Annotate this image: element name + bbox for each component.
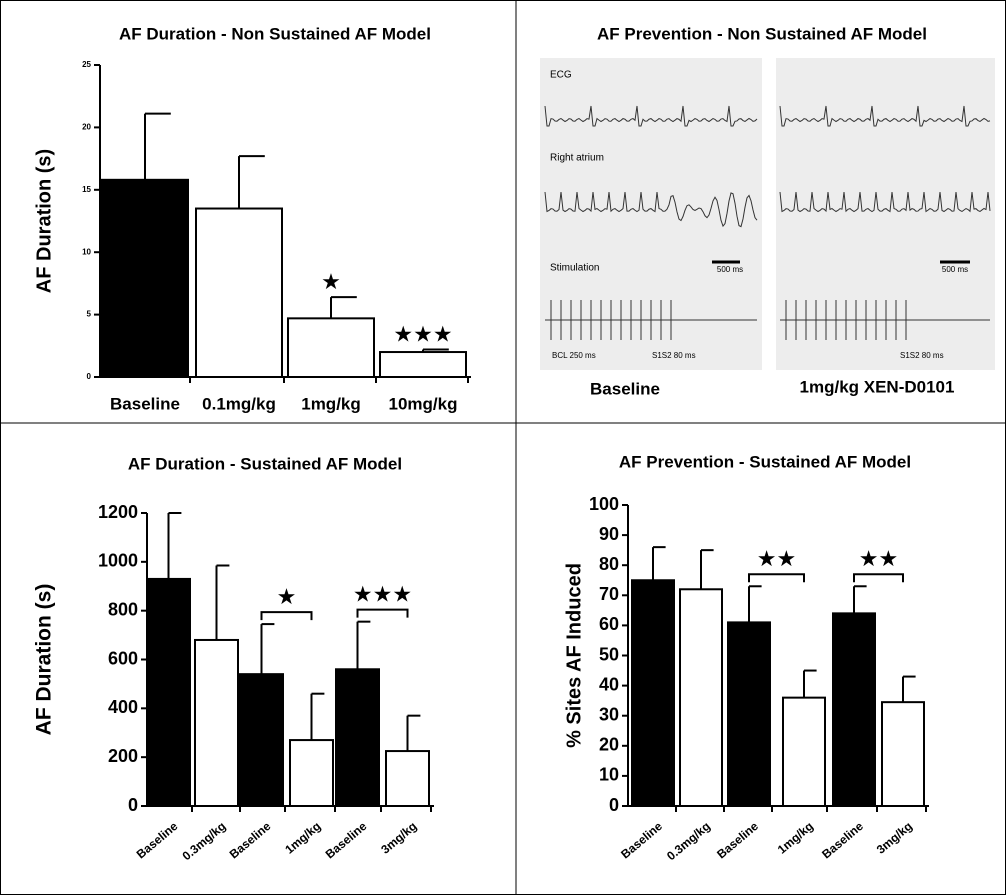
bar bbox=[195, 640, 238, 806]
bar bbox=[196, 209, 282, 377]
y-tick-label: 10 bbox=[599, 765, 619, 785]
y-tick-label: 25 bbox=[82, 60, 91, 69]
trace-label: Right atrium bbox=[550, 153, 604, 164]
significance-label: ★★★ bbox=[393, 321, 452, 346]
bar bbox=[240, 674, 283, 806]
x-tick-label: 1mg/kg bbox=[282, 819, 323, 857]
trace-label: S1S2 80 ms bbox=[900, 351, 944, 360]
y-tick-label: 1000 bbox=[98, 551, 138, 571]
significance-bracket bbox=[854, 574, 903, 582]
trace-label: Stimulation bbox=[550, 263, 599, 274]
x-tick-label: 0.1mg/kg bbox=[202, 394, 276, 413]
x-tick-label: Baseline bbox=[227, 819, 274, 862]
significance-bracket bbox=[749, 574, 804, 582]
figure: AF Prevention - Non Sustained AF Model E… bbox=[0, 0, 1006, 895]
bar bbox=[882, 702, 924, 806]
y-tick-label: 5 bbox=[87, 310, 92, 319]
x-tick-label: 0.3mg/kg bbox=[180, 819, 229, 863]
x-tick-label: 0.3mg/kg bbox=[664, 819, 713, 863]
bar bbox=[386, 751, 429, 806]
significance-label: ★★ bbox=[859, 546, 898, 571]
y-tick-label: 80 bbox=[599, 554, 619, 574]
y-tick-label: 200 bbox=[108, 746, 138, 766]
y-tick-label: 60 bbox=[599, 614, 619, 634]
x-tick-label: Baseline bbox=[134, 819, 181, 862]
bar bbox=[147, 579, 190, 806]
y-tick-label: 70 bbox=[599, 584, 619, 604]
y-tick-label: 40 bbox=[599, 674, 619, 694]
y-tick-label: 0 bbox=[87, 372, 92, 381]
y-tick-label: 20 bbox=[599, 735, 619, 755]
bar bbox=[632, 580, 674, 806]
chart-title: AF Duration - Sustained AF Model bbox=[128, 454, 402, 473]
bar bbox=[728, 622, 770, 806]
x-tick-label: Baseline bbox=[714, 819, 761, 862]
trace-label: BCL 250 ms bbox=[552, 351, 596, 360]
significance-label: ★ bbox=[277, 584, 297, 609]
x-tick-label: Baseline bbox=[618, 819, 665, 862]
x-tick-label: 1mg/kg bbox=[301, 394, 361, 413]
y-tick-label: 15 bbox=[82, 185, 91, 194]
chart-title: AF Prevention - Sustained AF Model bbox=[619, 452, 911, 471]
significance-label: ★ bbox=[321, 269, 341, 294]
trace-label: 500 ms bbox=[717, 265, 743, 274]
y-tick-label: 30 bbox=[599, 704, 619, 724]
bar bbox=[680, 589, 722, 806]
caption: Baseline bbox=[590, 379, 660, 398]
y-tick-label: 50 bbox=[599, 644, 619, 664]
x-tick-label: Baseline bbox=[110, 394, 180, 413]
significance-label: ★★★ bbox=[353, 581, 412, 606]
bar bbox=[290, 740, 333, 806]
y-tick-label: 100 bbox=[589, 494, 619, 514]
y-tick-label: 1200 bbox=[98, 502, 138, 522]
x-tick-label: 10mg/kg bbox=[389, 394, 458, 413]
trace-label: S1S2 80 ms bbox=[652, 351, 696, 360]
bar bbox=[380, 352, 466, 377]
bar bbox=[102, 180, 188, 377]
bar bbox=[288, 318, 374, 377]
bar bbox=[833, 613, 875, 806]
y-axis-label: AF Duration (s) bbox=[33, 584, 56, 736]
y-tick-label: 10 bbox=[82, 247, 91, 256]
y-tick-label: 0 bbox=[128, 795, 138, 815]
y-tick-label: 400 bbox=[108, 697, 138, 717]
trace-label: 500 ms bbox=[942, 265, 968, 274]
bar bbox=[783, 698, 825, 806]
x-tick-label: 3mg/kg bbox=[378, 819, 419, 857]
y-axis-label: % Sites AF Induced bbox=[563, 563, 585, 748]
y-tick-label: 90 bbox=[599, 524, 619, 544]
bar bbox=[336, 669, 379, 806]
y-tick-label: 0 bbox=[609, 795, 619, 815]
y-tick-label: 20 bbox=[82, 123, 91, 132]
y-axis-label: AF Duration (s) bbox=[33, 149, 55, 293]
x-tick-label: 3mg/kg bbox=[874, 819, 915, 857]
x-tick-label: Baseline bbox=[323, 819, 370, 862]
x-tick-label: 1mg/kg bbox=[775, 819, 816, 857]
caption: 1mg/kg XEN-D0101 bbox=[800, 377, 955, 396]
x-tick-label: Baseline bbox=[819, 819, 866, 862]
trace-label: ECG bbox=[550, 70, 572, 81]
significance-bracket bbox=[358, 610, 408, 618]
y-tick-label: 600 bbox=[108, 648, 138, 668]
chart-title: AF Duration - Non Sustained AF Model bbox=[119, 24, 431, 43]
significance-bracket bbox=[262, 612, 312, 620]
y-tick-label: 800 bbox=[108, 599, 138, 619]
panel-title: AF Prevention - Non Sustained AF Model bbox=[597, 24, 927, 43]
significance-label: ★★ bbox=[757, 546, 796, 571]
